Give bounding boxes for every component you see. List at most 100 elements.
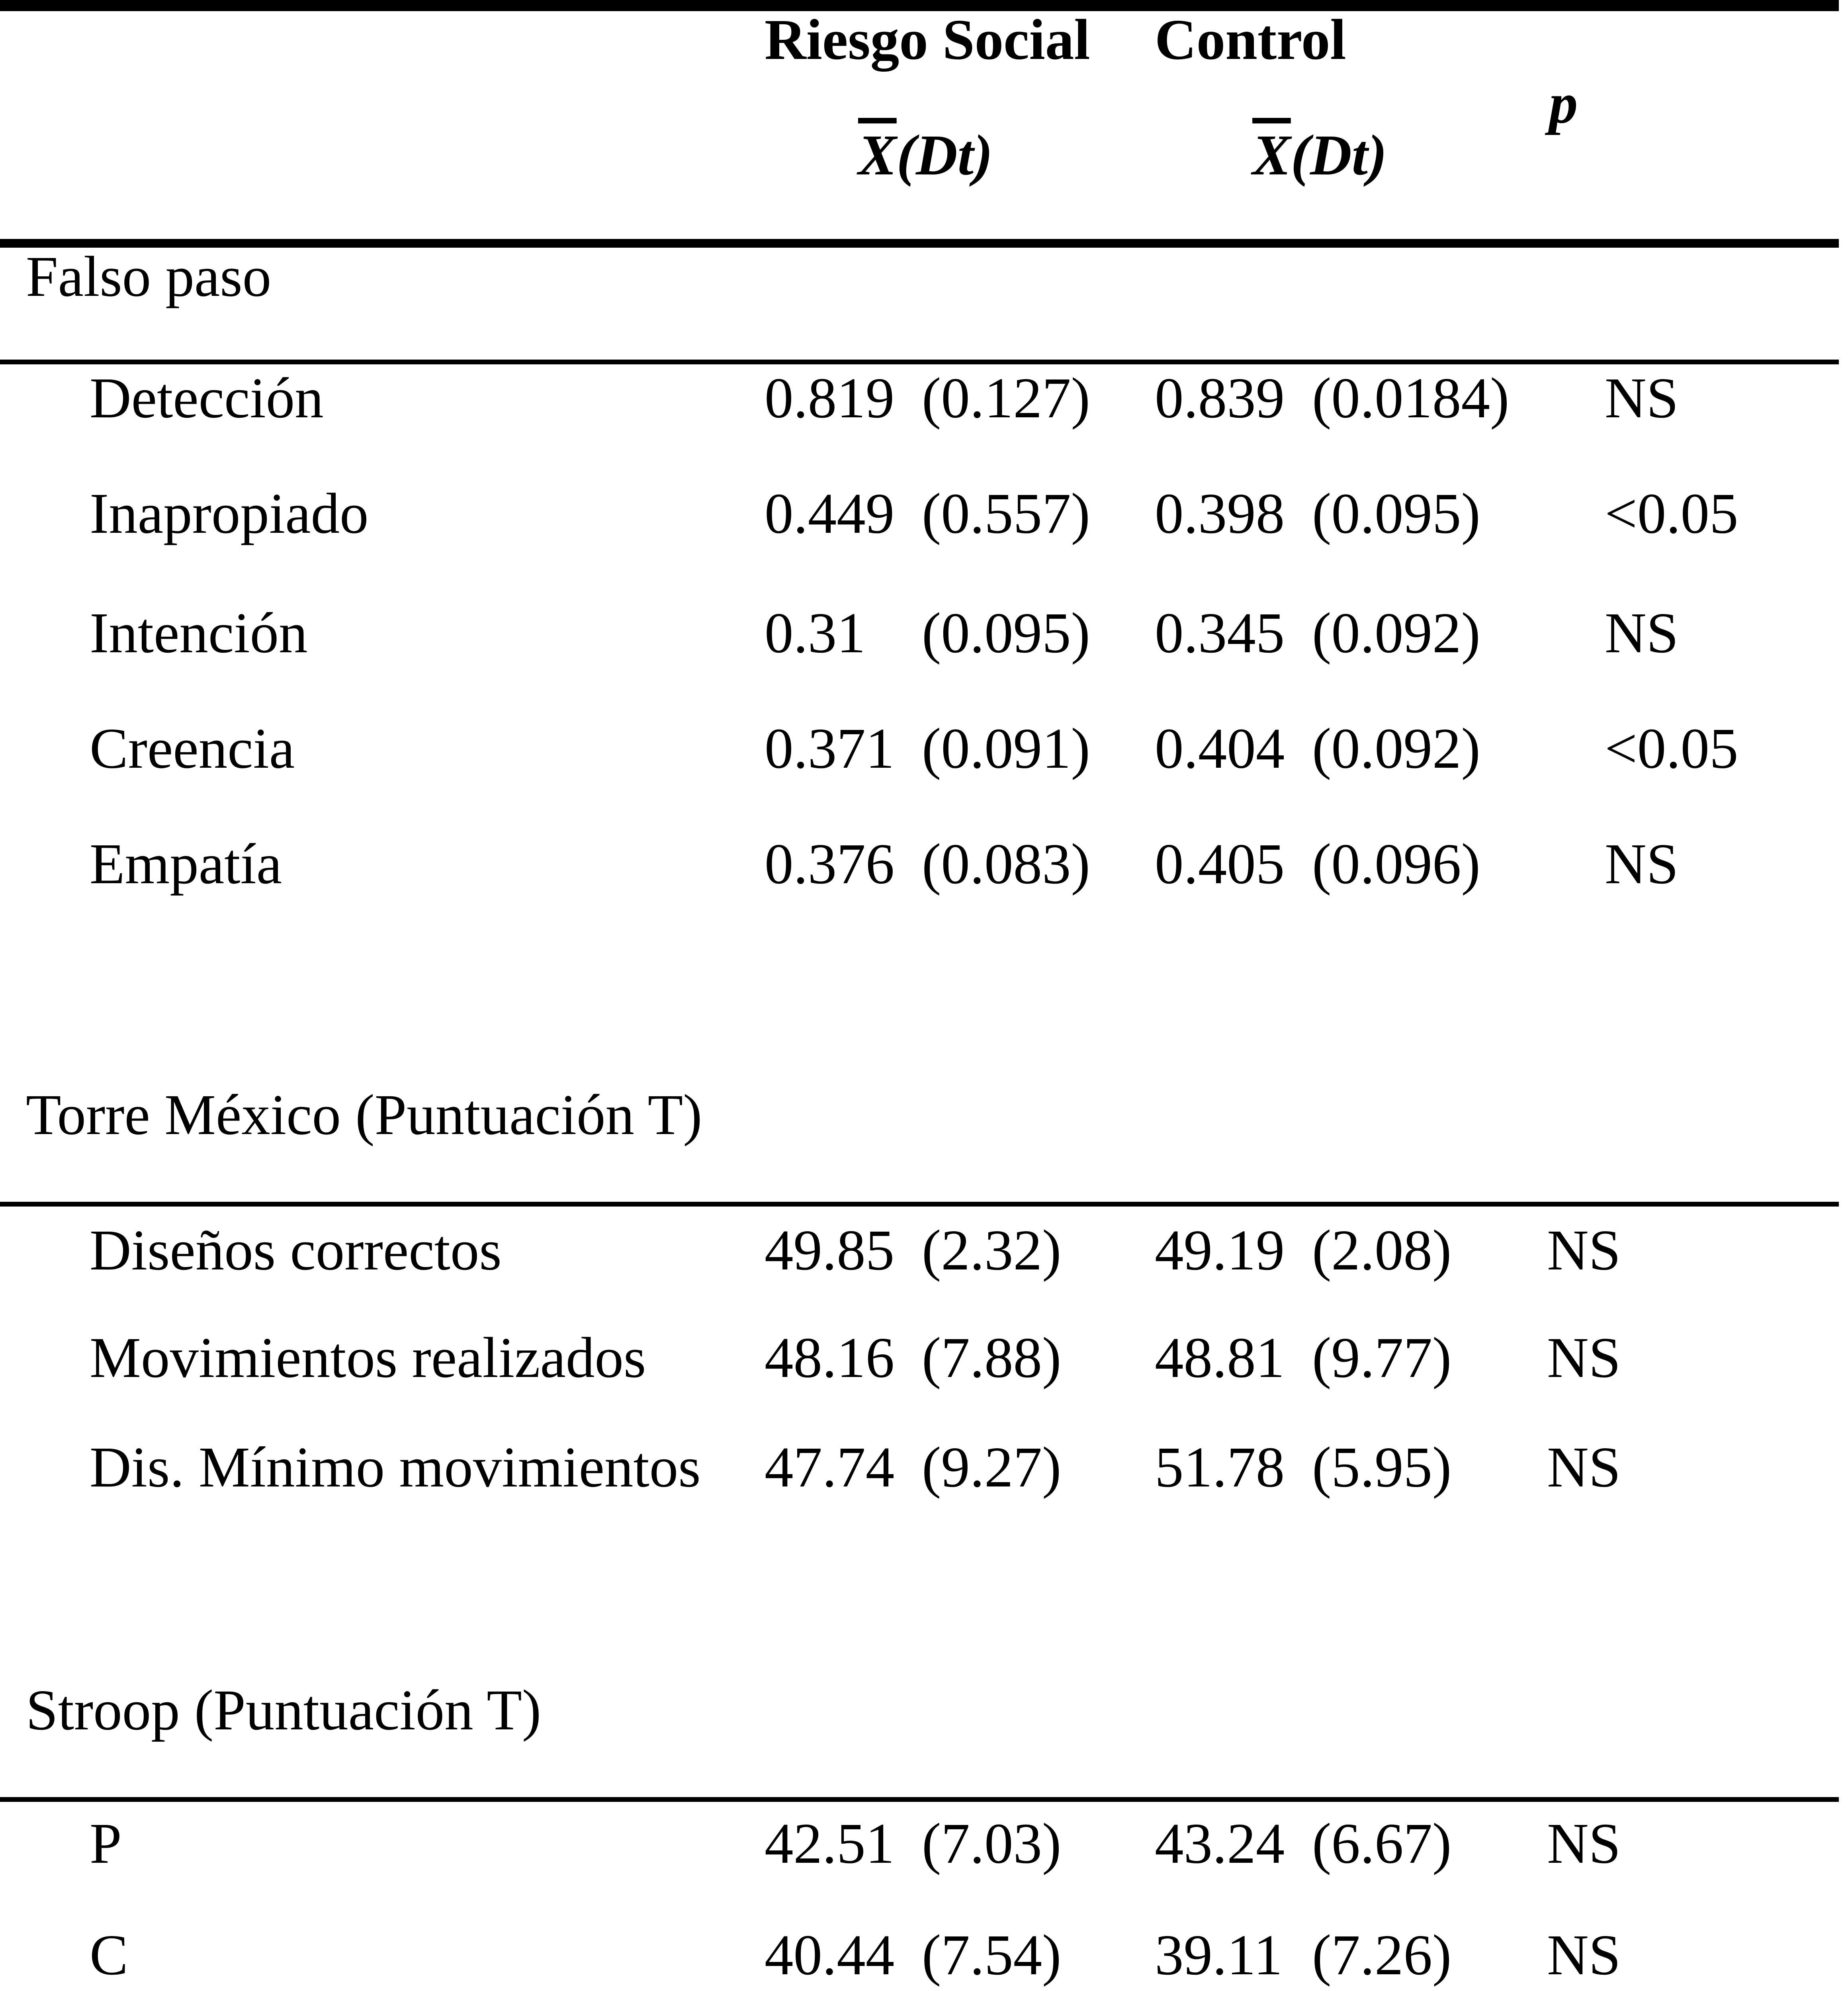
control-mean: 49.19	[1155, 1218, 1285, 1282]
control-value: 0.404 (0.092)	[1155, 719, 1480, 778]
riesgo-sd: (0.127)	[922, 366, 1090, 430]
p-value: NS	[1605, 366, 1679, 430]
control-value: 0.405 (0.096)	[1155, 834, 1480, 894]
header-separator-line	[0, 239, 1839, 248]
riesgo-sd: (2.32)	[922, 1218, 1062, 1282]
riesgo-sd: (7.54)	[922, 1923, 1062, 1987]
p-value: NS	[1547, 1436, 1621, 1499]
table-row: Diseños correctos 49.85 (2.32) 49.19 (2.08…	[0, 1220, 1848, 1280]
row-label: P	[90, 1812, 122, 1876]
control-mean: 48.81	[1155, 1326, 1285, 1390]
control-mean: 39.11	[1155, 1923, 1283, 1987]
table-row: P 42.51 (7.03) 43.24 (6.67) NS	[0, 1814, 1848, 1874]
riesgo-sd: (0.091)	[922, 717, 1090, 780]
riesgo-mean: 40.44	[765, 1923, 895, 1987]
sd-symbol: (Dt)	[1291, 123, 1387, 187]
p-value: <0.05	[1605, 717, 1738, 780]
row-label: Inapropiado	[90, 482, 369, 546]
column-header-p: p	[1549, 72, 1578, 135]
control-sd: (7.26)	[1312, 1923, 1452, 1987]
control-mean: 0.398	[1155, 482, 1285, 546]
section-title-stroop: Stroop (Puntuación T)	[26, 1678, 542, 1742]
control-value: 43.24 (6.67)	[1155, 1814, 1451, 1874]
riesgo-mean: 0.31	[765, 601, 866, 665]
section-stroop-line	[0, 1797, 1839, 1802]
riesgo-mean: 0.376	[765, 832, 895, 896]
riesgo-value: 42.51 (7.03)	[765, 1814, 1061, 1874]
table-row: Detección 0.819 (0.127) 0.839 (0.0184) NS	[0, 368, 1848, 428]
mean-symbol: X	[858, 123, 897, 187]
section-title-torre-mexico: Torre México (Puntuación T)	[26, 1083, 702, 1147]
p-value: NS	[1547, 1218, 1621, 1282]
control-value: 39.11 (7.26)	[1155, 1925, 1451, 1985]
control-value: 0.345 (0.092)	[1155, 603, 1480, 663]
control-sd: (2.08)	[1312, 1218, 1452, 1282]
riesgo-sd: (7.03)	[922, 1812, 1062, 1876]
section-header-row: Falso paso	[0, 247, 1848, 307]
p-value: <0.05	[1605, 482, 1738, 546]
row-label: Empatía	[90, 832, 282, 896]
mean-sd-header-control: X(Dt)	[1252, 125, 1387, 185]
mean-symbol: X	[1252, 123, 1291, 187]
riesgo-value: 48.16 (7.88)	[765, 1328, 1061, 1388]
section-falso-paso-line	[0, 360, 1839, 364]
table-row: C 40.44 (7.54) 39.11 (7.26) NS	[0, 1925, 1848, 1985]
riesgo-sd: (7.88)	[922, 1326, 1062, 1390]
p-value: NS	[1605, 832, 1679, 896]
control-sd: (6.67)	[1312, 1812, 1452, 1876]
row-label: Movimientos realizados	[90, 1326, 646, 1390]
riesgo-value: 47.74 (9.27)	[765, 1438, 1061, 1497]
riesgo-mean: 48.16	[765, 1326, 895, 1390]
control-mean: 0.405	[1155, 832, 1285, 896]
row-label: C	[90, 1923, 128, 1987]
riesgo-mean: 0.819	[765, 366, 895, 430]
row-label: Dis. Mínimo movimientos	[90, 1436, 701, 1499]
control-sd: (0.092)	[1312, 717, 1480, 780]
control-value: 0.398 (0.095)	[1155, 484, 1480, 544]
control-sd: (9.77)	[1312, 1326, 1452, 1390]
sd-symbol: (Dt)	[896, 123, 993, 187]
control-mean: 43.24	[1155, 1812, 1285, 1876]
control-value: 48.81 (9.77)	[1155, 1328, 1451, 1388]
p-value: NS	[1547, 1923, 1621, 1987]
table-row: Empatía 0.376 (0.083) 0.405 (0.096) NS	[0, 834, 1848, 894]
table-row: Inapropiado 0.449 (0.557) 0.398 (0.095) <0…	[0, 484, 1848, 544]
row-label: Intención	[90, 601, 308, 665]
control-sd: (5.95)	[1312, 1436, 1452, 1499]
riesgo-mean: 47.74	[765, 1436, 895, 1499]
control-sd: (0.0184)	[1312, 366, 1510, 430]
riesgo-mean: 0.371	[765, 717, 895, 780]
control-sd: (0.096)	[1312, 832, 1480, 896]
riesgo-sd: (0.095)	[922, 601, 1090, 665]
p-value: NS	[1547, 1326, 1621, 1390]
riesgo-value: 0.31 (0.095)	[765, 603, 1090, 663]
p-value: NS	[1547, 1812, 1621, 1876]
control-mean: 0.345	[1155, 601, 1285, 665]
p-value: NS	[1605, 601, 1679, 665]
riesgo-value: 0.371 (0.091)	[765, 719, 1090, 778]
control-mean: 51.78	[1155, 1436, 1285, 1499]
control-mean: 0.839	[1155, 366, 1285, 430]
riesgo-mean: 42.51	[765, 1812, 895, 1876]
control-sd: (0.095)	[1312, 482, 1480, 546]
row-label: Diseños correctos	[90, 1218, 502, 1282]
column-header-riesgo-social: Riesgo Social	[765, 8, 1090, 72]
section-title-falso-paso: Falso paso	[26, 245, 272, 309]
control-value: 49.19 (2.08)	[1155, 1220, 1451, 1280]
riesgo-value: 0.819 (0.127)	[765, 368, 1090, 428]
riesgo-mean: 0.449	[765, 482, 895, 546]
table-row: Intención 0.31 (0.095) 0.345 (0.092) NS	[0, 603, 1848, 663]
riesgo-sd: (0.083)	[922, 832, 1090, 896]
riesgo-mean: 49.85	[765, 1218, 895, 1282]
section-header-row: Torre México (Puntuación T)	[0, 1085, 1848, 1145]
riesgo-value: 0.449 (0.557)	[765, 484, 1090, 544]
control-value: 0.839 (0.0184)	[1155, 368, 1509, 428]
table-row: Dis. Mínimo movimientos 47.74 (9.27) 51.7…	[0, 1438, 1848, 1497]
riesgo-sd: (9.27)	[922, 1436, 1062, 1499]
section-header-row: Stroop (Puntuación T)	[0, 1680, 1848, 1740]
riesgo-sd: (0.557)	[922, 482, 1090, 546]
control-mean: 0.404	[1155, 717, 1285, 780]
riesgo-value: 0.376 (0.083)	[765, 834, 1090, 894]
table-top-border	[0, 0, 1839, 11]
